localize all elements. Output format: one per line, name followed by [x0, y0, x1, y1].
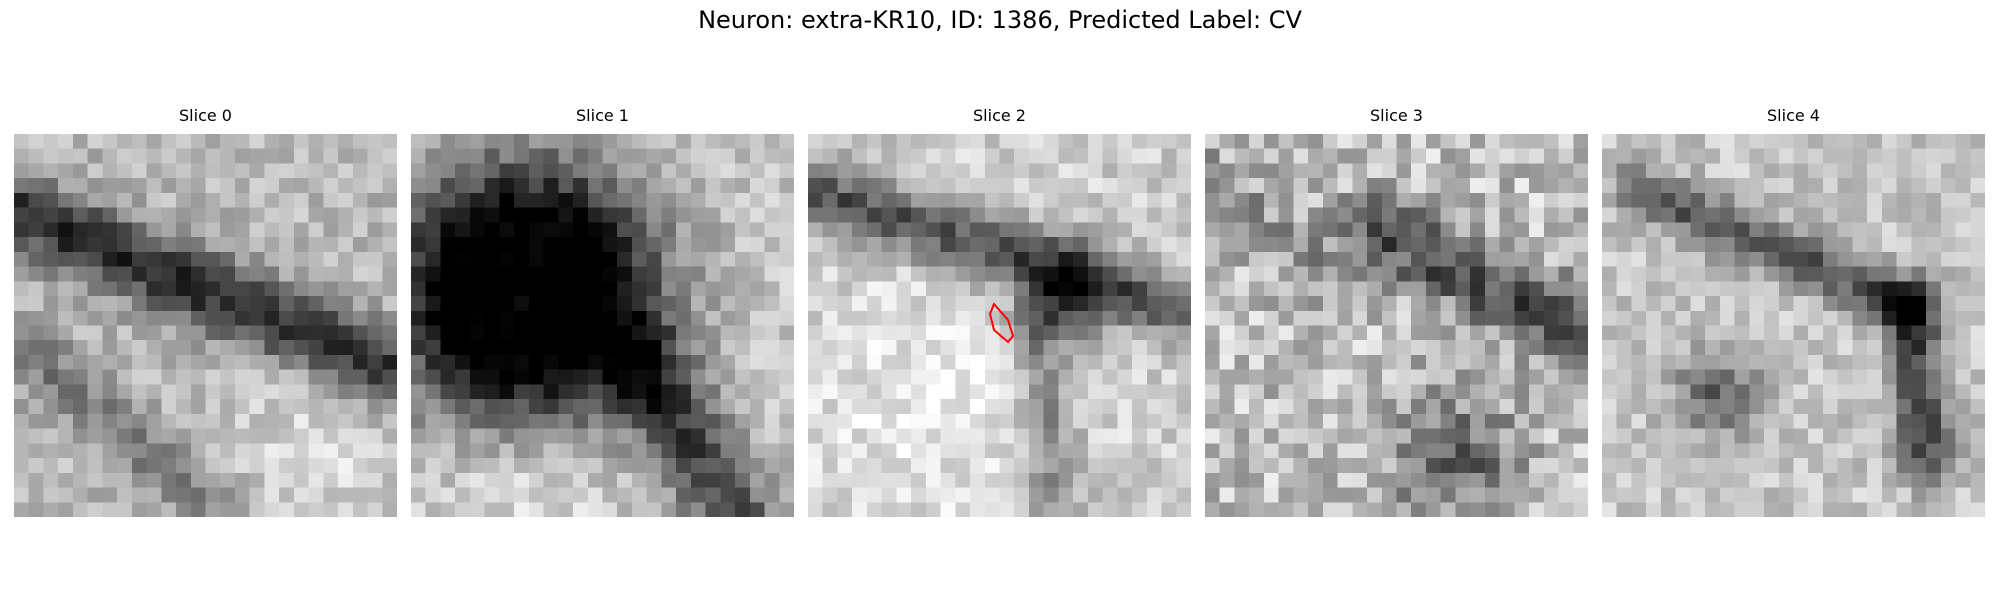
slice-title-3: Slice 3 — [1370, 106, 1423, 125]
slice-image-4 — [1602, 134, 1985, 517]
slice-texture — [14, 134, 397, 517]
slice-texture — [1602, 134, 1985, 517]
slice-image-1 — [411, 134, 794, 517]
slice-image-2 — [808, 134, 1191, 517]
slice-image-0 — [14, 134, 397, 517]
slice-title-4: Slice 4 — [1767, 106, 1820, 125]
slice-texture — [1205, 134, 1588, 517]
slice-texture — [411, 134, 794, 517]
roi-outline — [988, 302, 1015, 344]
slice-title-2: Slice 2 — [973, 106, 1026, 125]
slice-image-3 — [1205, 134, 1588, 517]
figure-title: Neuron: extra-KR10, ID: 1386, Predicted … — [698, 6, 1302, 34]
slice-texture — [808, 134, 1191, 517]
slice-title-1: Slice 1 — [576, 106, 629, 125]
slice-title-0: Slice 0 — [179, 106, 232, 125]
